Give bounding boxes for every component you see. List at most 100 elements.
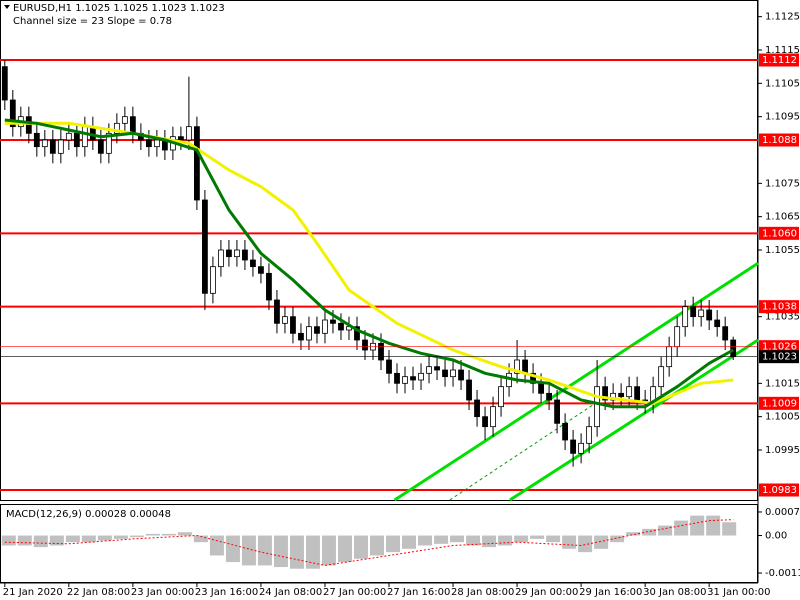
macd-bar bbox=[658, 525, 673, 536]
macd-bar bbox=[690, 515, 705, 536]
x-tick-label: 23 Jan 00:00 bbox=[131, 587, 194, 598]
candle-body bbox=[682, 306, 689, 328]
candle-body bbox=[690, 306, 697, 318]
macd-bar bbox=[546, 535, 561, 543]
macd-bar bbox=[434, 535, 449, 544]
y-tick-label: 1.0995 bbox=[765, 445, 800, 456]
channel-line bbox=[449, 399, 601, 501]
y-tick-label: 1.1005 bbox=[765, 412, 800, 423]
candle-body bbox=[33, 132, 40, 148]
price-box-label: 1.1088 bbox=[762, 135, 797, 146]
x-tick-label: 27 Jan 16:00 bbox=[387, 587, 450, 598]
candle-body bbox=[330, 319, 336, 324]
candle-body bbox=[730, 339, 737, 358]
candle-body bbox=[602, 386, 609, 401]
macd-bar bbox=[17, 535, 32, 546]
macd-bar bbox=[1, 535, 16, 546]
price-box bbox=[759, 350, 799, 364]
candle-body bbox=[314, 326, 320, 334]
macd-bar bbox=[498, 535, 513, 546]
candle-body bbox=[634, 386, 641, 401]
price-box bbox=[759, 340, 799, 354]
candle-body bbox=[298, 332, 304, 341]
macd-bar bbox=[113, 535, 128, 539]
macd-bar bbox=[193, 535, 208, 543]
price-box-label: 1.1026 bbox=[762, 342, 797, 353]
candle-body bbox=[378, 342, 384, 361]
candle-body bbox=[578, 442, 585, 454]
candle-body bbox=[410, 376, 416, 381]
candle-body bbox=[234, 249, 240, 258]
candle-body bbox=[386, 359, 392, 374]
candle-body bbox=[322, 319, 328, 334]
macd-bar bbox=[305, 535, 320, 569]
macd-bar bbox=[353, 535, 368, 559]
channel-line bbox=[509, 338, 759, 502]
y-tick-label: 1.1015 bbox=[765, 378, 800, 389]
chart-title: EURUSD,H1 1.1025 1.1025 1.1023 1.1023 bbox=[13, 3, 225, 14]
price-box bbox=[759, 300, 799, 314]
main-panel-frame bbox=[0, 0, 758, 501]
macd-bar bbox=[321, 535, 336, 566]
y-tick-label: 1.1125 bbox=[765, 12, 800, 23]
y-tick-label: 0.00 bbox=[765, 531, 787, 542]
candle-body bbox=[586, 426, 593, 444]
symbol-arrow bbox=[4, 5, 10, 9]
candle-body bbox=[218, 249, 224, 268]
candle-body bbox=[177, 136, 184, 141]
price-box-label: 1.0983 bbox=[762, 485, 797, 496]
candle-body bbox=[458, 369, 464, 381]
candle-body bbox=[394, 372, 400, 384]
candle-body bbox=[570, 439, 577, 454]
candle-body bbox=[242, 249, 248, 261]
candle-body bbox=[266, 272, 272, 301]
macd-bar bbox=[177, 532, 192, 536]
moving-average bbox=[4, 121, 734, 405]
candle-body bbox=[1, 66, 8, 101]
candle-body bbox=[626, 386, 633, 398]
macd-bar bbox=[161, 533, 176, 536]
candle-body bbox=[562, 422, 568, 441]
candle-body bbox=[706, 309, 713, 321]
candle-body bbox=[41, 139, 48, 148]
macd-bar bbox=[369, 535, 384, 556]
macd-bar bbox=[706, 515, 721, 536]
macd-bar bbox=[81, 535, 96, 543]
macd-bar bbox=[610, 535, 625, 543]
macd-bar bbox=[33, 535, 48, 548]
candle-body bbox=[274, 299, 280, 324]
candle-body bbox=[450, 369, 456, 378]
candle-body bbox=[306, 326, 312, 341]
candle-body bbox=[250, 259, 256, 268]
macd-bar bbox=[466, 535, 481, 546]
y-tick-label: 1.1115 bbox=[765, 45, 800, 56]
macd-bar bbox=[145, 533, 160, 536]
candle-body bbox=[129, 116, 136, 134]
price-box-label: 1.1038 bbox=[762, 302, 797, 313]
candle-body bbox=[538, 382, 544, 394]
y-tick-label: 0.00071 bbox=[765, 507, 800, 518]
x-tick-label: 27 Jan 00:00 bbox=[323, 587, 386, 598]
macd-bar bbox=[273, 535, 288, 568]
candle-body bbox=[185, 126, 192, 141]
candle-body bbox=[698, 309, 705, 318]
candle-body bbox=[25, 116, 32, 134]
y-tick-label: 1.1105 bbox=[765, 78, 800, 89]
candle-body bbox=[362, 339, 368, 351]
price-box bbox=[759, 226, 799, 240]
candle-body bbox=[490, 406, 496, 428]
macd-bar bbox=[626, 532, 641, 536]
candle-body bbox=[105, 132, 112, 154]
candle-body bbox=[194, 126, 200, 201]
candle-body bbox=[498, 386, 504, 408]
candle-body bbox=[714, 319, 721, 328]
macd-bar bbox=[386, 535, 401, 553]
candle-body bbox=[57, 139, 64, 154]
price-box-label: 1.1112 bbox=[762, 55, 797, 66]
macd-bar bbox=[450, 535, 465, 543]
candle-body bbox=[402, 376, 408, 384]
y-tick-label: -0.00113 bbox=[765, 568, 800, 579]
candle-body bbox=[354, 326, 360, 341]
price-box bbox=[759, 133, 799, 147]
y-tick-label: 1.1075 bbox=[765, 178, 800, 189]
